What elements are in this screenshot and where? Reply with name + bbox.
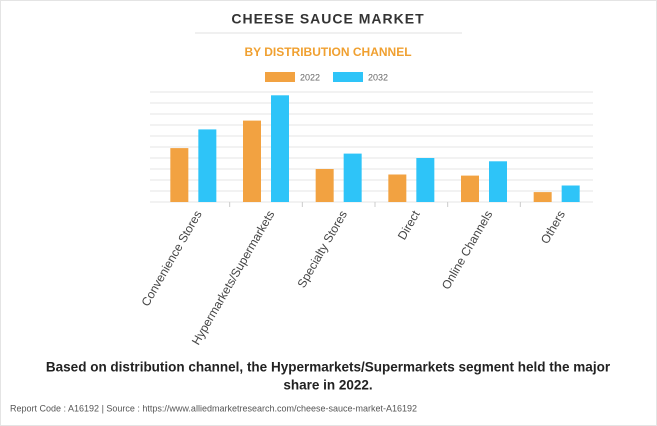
bar	[198, 129, 217, 202]
caption: Based on distribution channel, the Hyper…	[46, 360, 611, 375]
bar	[416, 158, 435, 202]
bar	[561, 185, 580, 202]
legend-swatch	[265, 72, 295, 82]
bar	[343, 153, 362, 202]
bar	[533, 192, 552, 202]
footer: Report Code : A16192 | Source : https://…	[10, 403, 417, 413]
bar	[170, 148, 189, 202]
bar	[388, 174, 407, 202]
caption: share in 2022.	[283, 378, 372, 393]
legend-label: 2022	[300, 72, 320, 82]
chart-title: CHEESE SAUCE MARKET	[231, 11, 424, 27]
bar	[243, 120, 261, 202]
chart-subtitle: BY DISTRIBUTION CHANNEL	[244, 45, 411, 59]
bar	[315, 169, 334, 202]
bar	[489, 161, 507, 202]
legend-swatch	[333, 72, 363, 82]
bar	[271, 95, 289, 202]
bar	[461, 175, 479, 202]
legend-label: 2032	[368, 72, 388, 82]
